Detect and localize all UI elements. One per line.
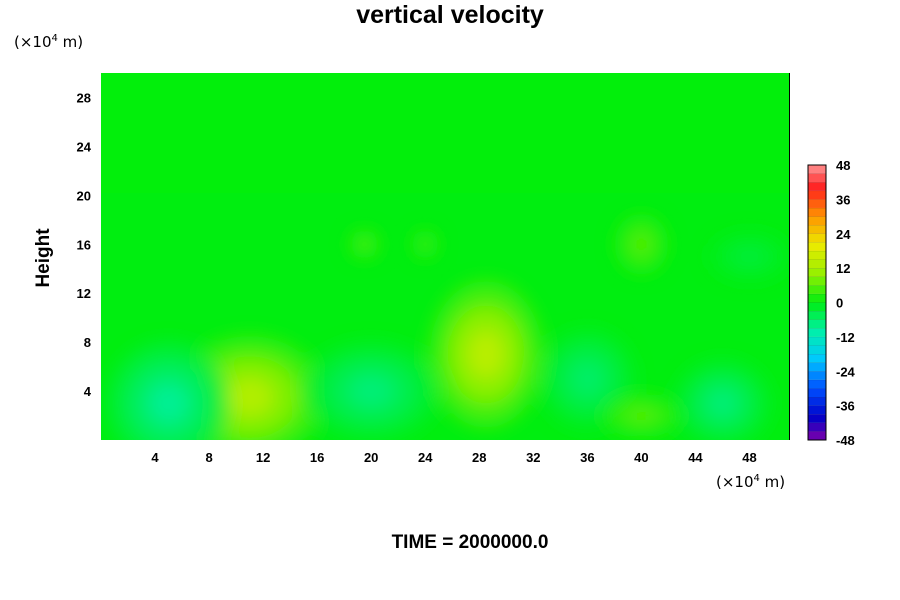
colorbar — [807, 164, 827, 441]
colorbar-swatch — [808, 225, 826, 234]
plot-area — [101, 73, 790, 440]
y-tick-label: 28 — [77, 90, 91, 105]
colorbar-swatch — [808, 242, 826, 251]
colorbar-swatch — [808, 379, 826, 389]
heatmap-feature-0-ring-2 — [224, 376, 275, 418]
colorbar-swatch — [808, 276, 826, 286]
colorbar-tick-label: 48 — [836, 158, 850, 173]
colorbar-tick-label: -48 — [836, 433, 855, 448]
time-label: TIME = 2000000.0 — [391, 532, 549, 553]
colorbar-tick-label: 12 — [836, 261, 850, 276]
colorbar-swatch — [808, 302, 826, 312]
colorbar-swatch — [808, 233, 826, 243]
colorbar-swatch — [808, 199, 826, 208]
heatmap-feature-10-ring-2 — [735, 248, 763, 265]
x-axis-unit: (×104 m) — [716, 473, 786, 491]
x-tick-label: 4 — [151, 450, 159, 465]
upper-field — [101, 73, 790, 193]
colorbar-swatch — [808, 250, 826, 260]
colorbar-swatch — [808, 397, 826, 406]
y-tick-label: 4 — [84, 384, 92, 399]
x-tick-label: 32 — [526, 450, 540, 465]
colorbar-swatch — [808, 422, 826, 432]
colorbar-tick-label: -24 — [836, 364, 856, 379]
heatmap-feature-1-ring-2 — [467, 329, 505, 379]
colorbar-swatch — [808, 354, 826, 363]
colorbar-swatch — [808, 336, 826, 346]
x-tick-label: 8 — [205, 450, 212, 465]
heatmap-feature-4-ring-2 — [571, 362, 604, 396]
heatmap-feature-3-ring-2 — [348, 374, 394, 408]
colorbar-swatch — [808, 285, 826, 294]
colorbar-swatch — [808, 207, 826, 217]
x-tick-label: 36 — [580, 450, 594, 465]
heatmap-feature-2-ring-2 — [148, 382, 189, 424]
colorbar-swatch — [808, 431, 826, 440]
heatmap-feature-7-ring-2 — [632, 234, 651, 255]
chart-title: vertical velocity — [356, 1, 544, 29]
x-tick-label: 48 — [742, 450, 756, 465]
colorbar-swatch — [808, 371, 826, 380]
colorbar-swatch — [808, 182, 826, 191]
colorbar-tick-label: 36 — [836, 192, 850, 207]
colorbar-tick-label: 0 — [836, 296, 843, 311]
x-tick-label: 40 — [634, 450, 648, 465]
colorbar-tick-label: 24 — [836, 227, 851, 242]
colorbar-swatch — [808, 405, 826, 415]
x-tick-label: 44 — [688, 450, 703, 465]
colorbar-swatch — [808, 319, 826, 329]
heatmap-feature-9-ring-2 — [420, 239, 430, 250]
colorbar-swatch — [808, 190, 826, 200]
x-tick-label: 12 — [256, 450, 270, 465]
colorbar-swatch — [808, 293, 826, 303]
y-axis-unit: (×104 m) — [14, 33, 84, 51]
heatmap-feature-5-ring-2 — [706, 389, 739, 418]
y-tick-label: 20 — [77, 188, 91, 203]
colorbar-swatch — [808, 268, 826, 277]
x-tick-label: 24 — [418, 450, 433, 465]
colorbar-swatch — [808, 173, 826, 183]
colorbar-tick-label: -36 — [836, 399, 855, 414]
colorbar-frame — [807, 164, 827, 441]
colorbar-swatch — [808, 165, 826, 174]
colorbar-swatch — [808, 362, 826, 372]
colorbar-swatch — [808, 259, 826, 269]
heatmap-feature-8-ring-2 — [359, 239, 370, 250]
colorbar-tick-label: -12 — [836, 330, 855, 345]
x-tick-label: 16 — [310, 450, 324, 465]
colorbar-swatch — [808, 388, 826, 398]
colorbar-swatch — [808, 345, 826, 355]
colorbar-swatch — [808, 216, 826, 226]
plot-frame-right — [789, 73, 790, 440]
heatmap-feature-6-ring-2 — [627, 408, 655, 423]
y-tick-label: 24 — [77, 139, 92, 154]
y-tick-label: 12 — [77, 286, 91, 301]
colorbar-swatch — [808, 414, 826, 423]
y-tick-label: 8 — [84, 335, 91, 350]
x-tick-label: 28 — [472, 450, 486, 465]
colorbar-swatch — [808, 328, 826, 337]
y-tick-label: 16 — [77, 237, 91, 252]
x-tick-label: 20 — [364, 450, 378, 465]
colorbar-swatch — [808, 311, 826, 320]
